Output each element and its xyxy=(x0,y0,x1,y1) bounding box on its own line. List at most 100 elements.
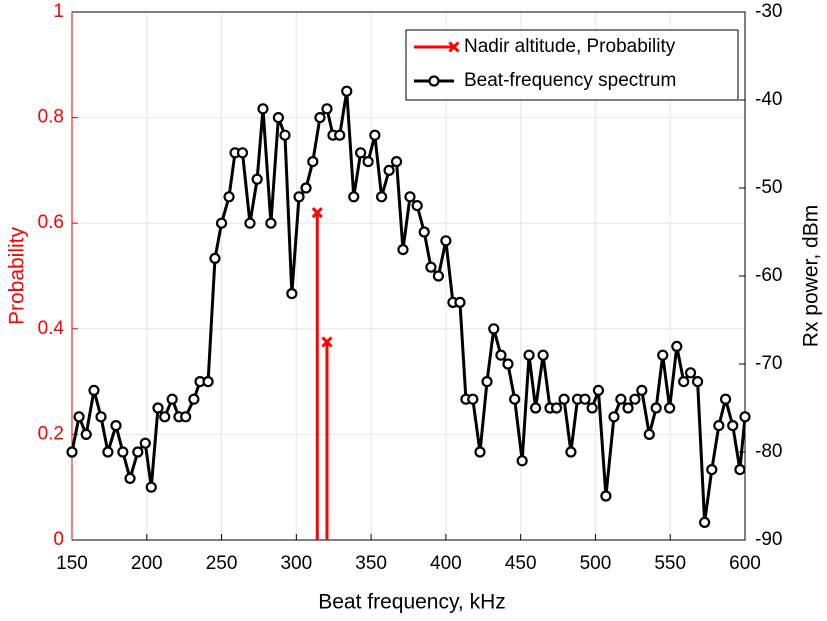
marker xyxy=(516,455,528,467)
marker xyxy=(66,446,78,458)
marker xyxy=(432,270,445,282)
y-tick-label: 1 xyxy=(53,1,64,22)
marker xyxy=(691,376,704,388)
marker xyxy=(293,191,305,203)
x-tick-label: 500 xyxy=(580,553,612,574)
legend-swatch-marker xyxy=(448,41,460,53)
y-tick-label: 0.6 xyxy=(38,212,64,233)
marker xyxy=(369,129,381,141)
marker xyxy=(95,411,107,423)
marker xyxy=(202,376,214,388)
marker xyxy=(404,191,416,203)
marker xyxy=(180,411,192,423)
y2-tick-label: -30 xyxy=(755,1,782,22)
x-tick-label: 300 xyxy=(280,553,312,574)
marker xyxy=(643,428,655,440)
marker xyxy=(215,217,228,229)
marker xyxy=(279,129,291,141)
marker xyxy=(223,191,235,203)
y2-tick-label: -90 xyxy=(755,529,782,550)
marker xyxy=(495,349,507,361)
x-tick-label: 600 xyxy=(729,553,761,574)
marker xyxy=(209,252,221,264)
legend-label: Beat-frequency spectrum xyxy=(464,70,676,91)
marker xyxy=(579,393,591,405)
marker xyxy=(636,384,648,396)
x-tick-label: 200 xyxy=(131,553,163,574)
marker xyxy=(425,261,437,273)
marker xyxy=(236,147,249,159)
marker xyxy=(80,428,92,440)
marker xyxy=(608,411,620,423)
stem xyxy=(311,207,323,540)
marker xyxy=(481,376,493,388)
marker xyxy=(307,156,319,168)
marker xyxy=(467,393,479,405)
marker xyxy=(314,111,326,124)
marker xyxy=(145,481,157,493)
marker xyxy=(244,217,256,229)
marker xyxy=(411,200,423,212)
marker xyxy=(739,411,751,423)
marker xyxy=(474,446,486,458)
marker xyxy=(300,182,312,194)
marker xyxy=(550,402,563,414)
marker xyxy=(678,376,690,388)
marker xyxy=(102,446,114,458)
x-axis-label: Beat frequency, kHz xyxy=(318,591,506,614)
marker xyxy=(73,411,85,423)
marker xyxy=(341,85,353,97)
y-tick-label: 0.8 xyxy=(38,107,64,128)
marker xyxy=(397,244,409,256)
marker xyxy=(530,402,542,414)
marker xyxy=(132,446,144,458)
marker xyxy=(565,446,577,458)
y2-axis-label: Rx power, dBm xyxy=(800,205,823,347)
marker xyxy=(558,393,570,405)
marker xyxy=(321,103,333,115)
marker xyxy=(139,437,151,449)
y-axis-label: Probability xyxy=(6,226,29,325)
y2-tick-label: -50 xyxy=(755,177,782,198)
marker xyxy=(166,393,178,405)
marker xyxy=(600,490,612,502)
marker xyxy=(629,393,641,405)
marker xyxy=(727,420,739,432)
marker xyxy=(440,235,452,247)
marker xyxy=(124,472,136,484)
legend-label: Nadir altitude, Probability xyxy=(464,36,676,57)
marker xyxy=(657,349,669,361)
x-tick-label: 400 xyxy=(430,553,462,574)
marker xyxy=(488,323,500,335)
marker xyxy=(286,288,298,300)
marker xyxy=(592,384,605,396)
x-tick-label: 550 xyxy=(654,553,686,574)
marker xyxy=(272,111,284,124)
marker xyxy=(375,191,388,203)
y-tick-label: 0.4 xyxy=(38,318,65,339)
marker xyxy=(706,464,718,476)
x-tick-label: 150 xyxy=(56,553,88,574)
marker xyxy=(110,420,122,432)
marker xyxy=(622,402,634,414)
marker xyxy=(257,103,269,115)
y2-tick-label: -80 xyxy=(755,441,782,462)
x-tick-label: 250 xyxy=(206,553,238,574)
marker xyxy=(719,393,732,405)
y2-tick-label: -60 xyxy=(755,265,782,286)
marker xyxy=(664,402,676,414)
marker xyxy=(699,516,711,529)
marker xyxy=(88,384,100,396)
y2-tick-label: -70 xyxy=(755,353,782,374)
legend-swatch-marker xyxy=(428,75,440,87)
marker xyxy=(152,402,164,414)
marker xyxy=(348,191,360,203)
marker xyxy=(684,367,697,379)
marker xyxy=(418,226,430,238)
marker xyxy=(390,156,403,168)
marker xyxy=(537,349,549,361)
marker xyxy=(650,402,662,414)
stem xyxy=(321,336,333,540)
